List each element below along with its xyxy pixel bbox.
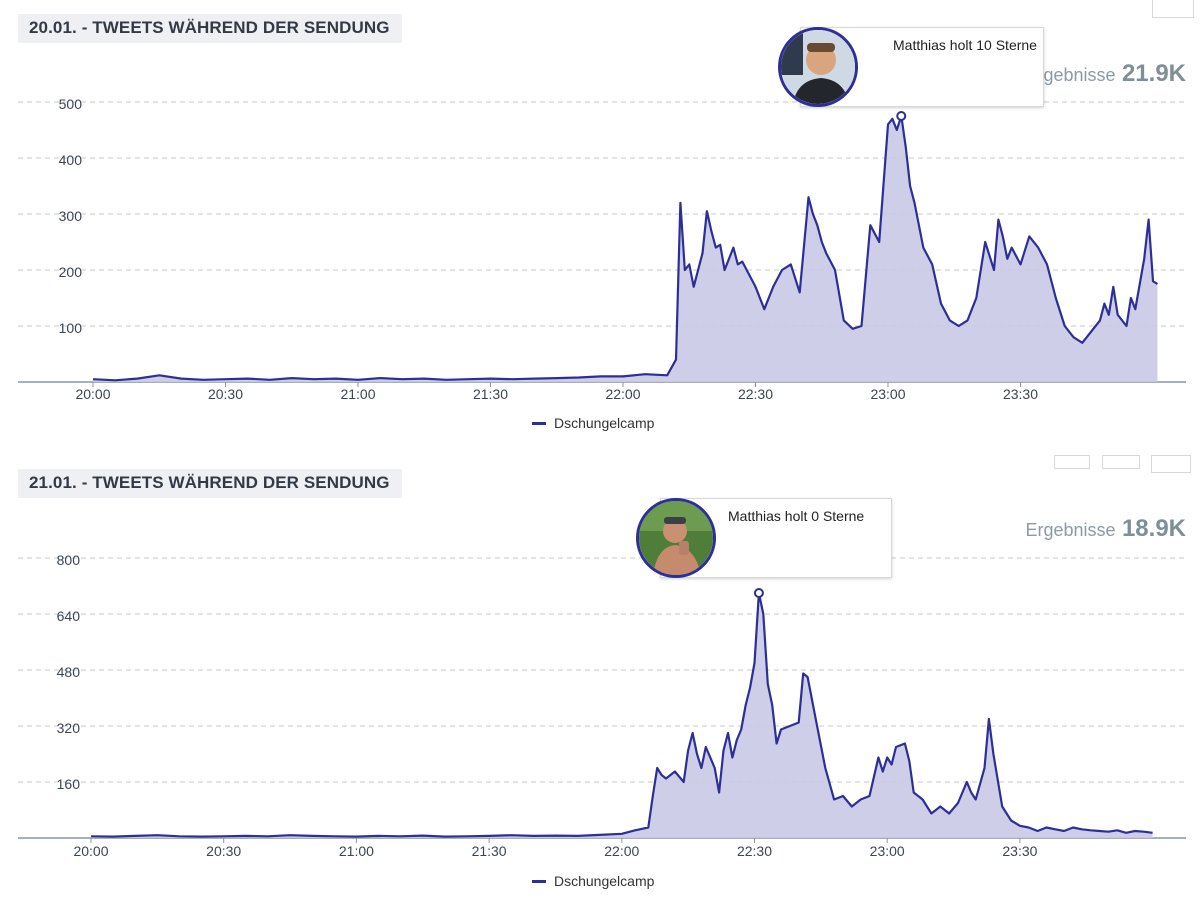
x-tick-label: 21:30	[473, 386, 508, 402]
x-tick-label: 20:00	[75, 386, 110, 402]
results-count: Ergebnisse 18.9K	[1025, 515, 1186, 543]
x-tick-label: 20:30	[206, 843, 241, 859]
y-tick-label: 160	[57, 776, 81, 792]
export-button[interactable]	[1151, 455, 1191, 473]
chart-panel-2: 21.01. - TWEETS WÄHREND DER SENDUNG Erge…	[0, 455, 1200, 901]
peak-marker	[896, 111, 907, 121]
chart-legend[interactable]: Dschungelcamp	[532, 415, 654, 431]
y-tick-label: 100	[59, 320, 83, 336]
x-tick-label: 22:00	[604, 843, 639, 859]
legend-swatch	[532, 879, 546, 883]
y-tick-label: 300	[59, 208, 83, 224]
tooltip-text: Matthias holt 0 Sterne	[728, 508, 865, 524]
x-tick-label: 23:30	[1003, 386, 1038, 402]
x-tick-label: 20:30	[208, 386, 243, 402]
results-label: Ergebnisse	[1025, 65, 1116, 85]
zoom-button[interactable]	[1054, 455, 1090, 469]
x-tick-label: 22:30	[738, 386, 773, 402]
person-photo-icon	[639, 501, 713, 575]
x-tick-label: 21:30	[472, 843, 507, 859]
x-tick-label: 23:00	[870, 843, 905, 859]
x-tick-label: 21:00	[339, 843, 374, 859]
y-tick-label: 320	[57, 720, 81, 736]
chart-title: 20.01. - TWEETS WÄHREND DER SENDUNG	[18, 14, 402, 43]
peak-marker	[753, 588, 764, 598]
chart-legend[interactable]: Dschungelcamp	[532, 873, 654, 889]
tooltip-text: Matthias holt 10 Sterne	[893, 37, 1037, 53]
x-tick-label: 20:00	[73, 843, 108, 859]
series-area	[93, 116, 1158, 382]
tweets-chart: 160 320 480 640 800 20:00 20:30 21:00 21:30 22:00…	[18, 552, 1186, 859]
results-label: Ergebnisse	[1025, 520, 1116, 540]
person-avatar	[778, 27, 858, 107]
series-line	[92, 114, 1158, 382]
results-count: Ergebnisse 21.9K	[1025, 60, 1186, 88]
y-tick-label: 480	[57, 664, 81, 680]
chart-title: 21.01. - TWEETS WÄHREND DER SENDUNG	[18, 469, 402, 498]
series-area	[91, 593, 1153, 838]
chart-panel-1: 20.01. - TWEETS WÄHREND DER SENDUNG Erge…	[0, 0, 1200, 450]
legend-label: Dschungelcamp	[554, 415, 655, 431]
x-tick-label: 22:00	[605, 386, 640, 402]
x-tick-label: 23:30	[1002, 843, 1037, 859]
legend-label: Dschungelcamp	[554, 873, 655, 889]
x-tick-label: 21:00	[340, 386, 375, 402]
results-value: 21.9K	[1121, 60, 1186, 87]
y-tick-label: 500	[59, 96, 83, 112]
menu-button[interactable]	[1102, 455, 1140, 469]
y-tick-label: 800	[57, 552, 81, 568]
legend-swatch	[532, 421, 546, 425]
person-photo-icon	[781, 30, 855, 104]
x-tick-label: 23:00	[870, 386, 905, 402]
y-tick-label: 640	[57, 608, 81, 624]
person-avatar	[636, 498, 716, 578]
y-tick-label: 200	[59, 264, 83, 280]
export-button[interactable]	[1152, 0, 1194, 18]
series-line	[90, 591, 1153, 838]
y-tick-label: 400	[59, 152, 83, 168]
x-tick-label: 22:30	[737, 843, 772, 859]
results-value: 18.9K	[1121, 515, 1186, 542]
